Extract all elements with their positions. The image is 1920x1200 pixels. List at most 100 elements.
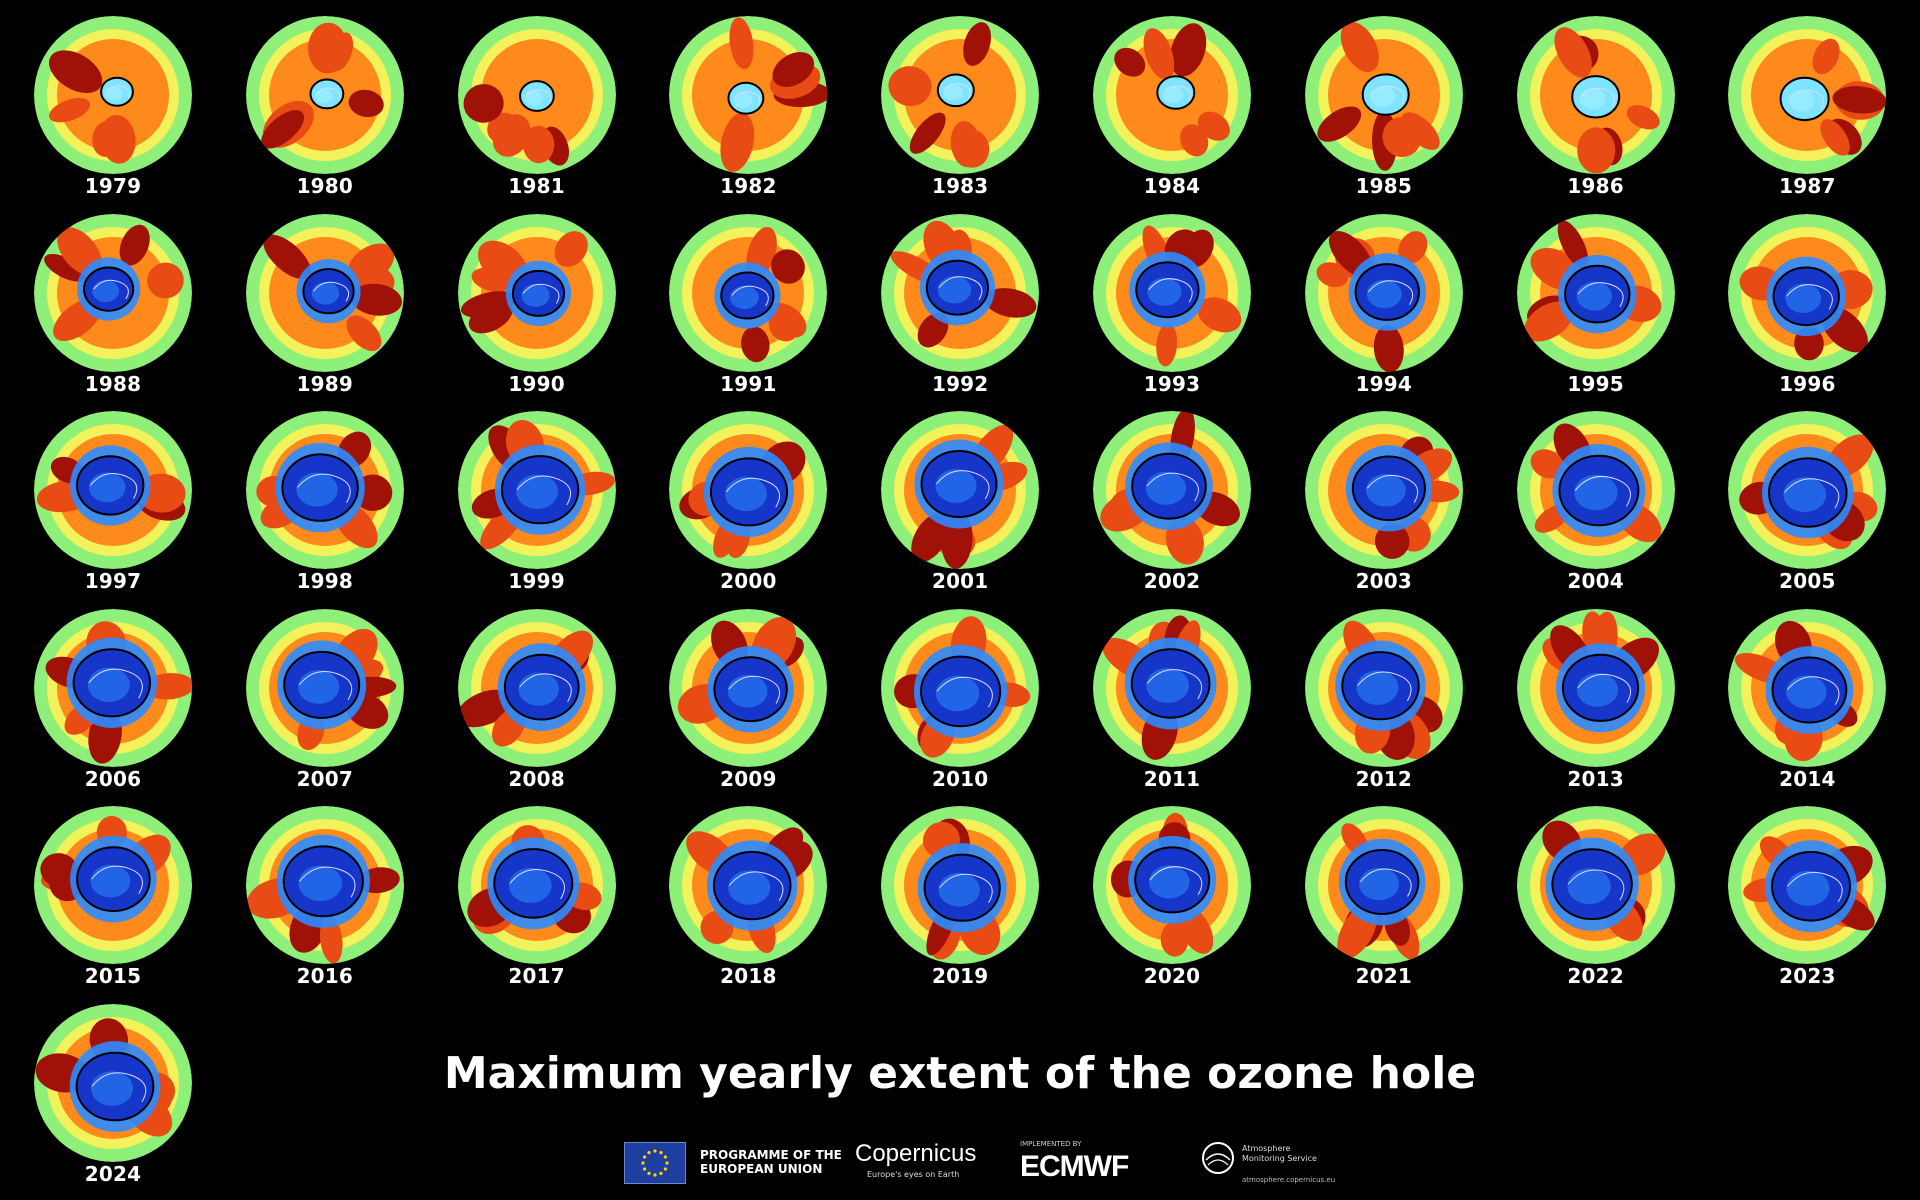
ozone-disc <box>1728 806 1887 964</box>
year-label: 1992 <box>931 371 989 396</box>
year-label: 2012 <box>1355 766 1413 791</box>
ozone-disc <box>457 16 616 174</box>
year-label: 1985 <box>1355 174 1413 198</box>
ozone-map-1988: 1988 <box>0 198 212 396</box>
year-label: 2015 <box>84 964 142 988</box>
ozone-disc <box>245 213 404 372</box>
ozone-map-1995: 1995 <box>1483 198 1695 396</box>
ozone-disc <box>1516 608 1675 767</box>
year-label: 1994 <box>1355 371 1413 396</box>
ozone-disc <box>457 411 616 569</box>
ecmwf-implemented-by: IMPLEMENTED BY <box>1020 1140 1082 1148</box>
ozone-map-1989: 1989 <box>212 198 424 396</box>
year-label: 1997 <box>84 569 142 593</box>
ozone-map-2018: 2018 <box>635 790 847 988</box>
ozone-disc <box>1516 411 1675 569</box>
ozone-map-2009: 2009 <box>635 593 847 791</box>
cams-logo: Atmosphere Monitoring Service atmosphere… <box>1200 1136 1370 1188</box>
ozone-map-2017: 2017 <box>424 790 636 988</box>
ozone-map-1993: 1993 <box>1059 198 1271 396</box>
year-label: 1989 <box>296 371 354 396</box>
ozone-disc <box>669 16 828 174</box>
year-label: 1987 <box>1779 174 1836 198</box>
year-label: 2014 <box>1779 766 1836 791</box>
year-label: 2013 <box>1567 766 1624 791</box>
ozone-disc <box>669 806 828 964</box>
ozone-map-2015: 2015 <box>0 790 212 988</box>
ozone-disc <box>881 806 1040 964</box>
ozone-map-2001: 2001 <box>847 395 1059 593</box>
year-label: 2016 <box>296 964 354 988</box>
ozone-disc <box>1093 411 1251 569</box>
ozone-disc <box>34 213 192 372</box>
footer-logos: PROGRAMME OF THE EUROPEAN UNION Copernic… <box>620 1136 1340 1188</box>
year-label: 2017 <box>508 964 565 988</box>
year-label: 1996 <box>1779 371 1836 396</box>
year-label: 2008 <box>508 766 565 791</box>
ozone-map-2005: 2005 <box>1694 395 1906 593</box>
year-label: 2019 <box>931 964 989 988</box>
ozone-disc <box>1304 16 1463 174</box>
year-label: 2004 <box>1567 569 1624 593</box>
ozone-disc <box>1093 608 1251 767</box>
ozone-map-1985: 1985 <box>1271 0 1483 198</box>
ozone-disc <box>245 16 404 174</box>
ozone-map-2011: 2011 <box>1059 593 1271 791</box>
ozone-map-2004: 2004 <box>1483 395 1695 593</box>
year-label: 2002 <box>1143 569 1201 593</box>
ozone-map-1987: 1987 <box>1694 0 1906 198</box>
year-label: 1980 <box>296 174 354 198</box>
ozone-disc <box>34 806 192 964</box>
copernicus-logo: Copernicus Europe's eyes on Earth <box>855 1140 976 1192</box>
ozone-disc <box>881 411 1040 569</box>
ozone-disc <box>1304 213 1463 372</box>
cams-line-2: Monitoring Service <box>1242 1154 1317 1163</box>
ozone-map-2003: 2003 <box>1271 395 1483 593</box>
cams-name: Atmosphere Monitoring Service <box>1242 1144 1317 1164</box>
ozone-disc <box>1728 213 1887 372</box>
year-label: 2000 <box>720 569 777 593</box>
ozone-map-1997: 1997 <box>0 395 212 593</box>
ozone-map-2008: 2008 <box>424 593 636 791</box>
year-label: 2003 <box>1355 569 1413 593</box>
year-label: 2021 <box>1355 964 1413 988</box>
ozone-map-1998: 1998 <box>212 395 424 593</box>
ozone-map-2010: 2010 <box>847 593 1059 791</box>
ozone-map-1983: 1983 <box>847 0 1059 198</box>
year-label: 1983 <box>931 174 989 198</box>
ozone-disc <box>1728 16 1887 174</box>
ozone-map-2007: 2007 <box>212 593 424 791</box>
year-label: 1998 <box>296 569 354 593</box>
cams-url: atmosphere.copernicus.eu <box>1242 1176 1336 1184</box>
year-label: 1984 <box>1143 174 1201 198</box>
ozone-disc <box>34 16 192 174</box>
ozone-map-1979: 1979 <box>0 0 212 198</box>
ozone-disc <box>1516 213 1675 372</box>
ozone-disc <box>457 806 616 964</box>
ecmwf-logo: IMPLEMENTED BY ECMWF <box>1020 1140 1180 1192</box>
ozone-disc <box>881 608 1040 767</box>
page-title: Maximum yearly extent of the ozone hole <box>443 1048 1477 1099</box>
ozone-map-1990: 1990 <box>424 198 636 396</box>
year-label: 1990 <box>508 371 565 396</box>
year-label: 2007 <box>296 766 354 791</box>
ecmwf-wordmark: ECMWF <box>1020 1150 1129 1183</box>
ozone-disc <box>669 213 828 372</box>
ozone-map-2013: 2013 <box>1483 593 1695 791</box>
ozone-map-1982: 1982 <box>635 0 847 198</box>
ozone-disc <box>1093 806 1251 964</box>
year-label: 2001 <box>931 569 989 593</box>
ozone-disc <box>1516 16 1675 174</box>
year-label: 1979 <box>84 174 142 198</box>
ozone-map-1981: 1981 <box>424 0 636 198</box>
ozone-map-1999: 1999 <box>424 395 636 593</box>
ozone-map-1991: 1991 <box>635 198 847 396</box>
cams-globe-icon <box>1202 1142 1234 1174</box>
ozone-disc <box>881 16 1040 174</box>
year-label: 2011 <box>1143 766 1201 791</box>
ozone-disc <box>1093 213 1251 372</box>
year-label: 1993 <box>1143 371 1201 396</box>
year-label: 1988 <box>84 371 142 396</box>
year-label: 1995 <box>1567 371 1624 396</box>
